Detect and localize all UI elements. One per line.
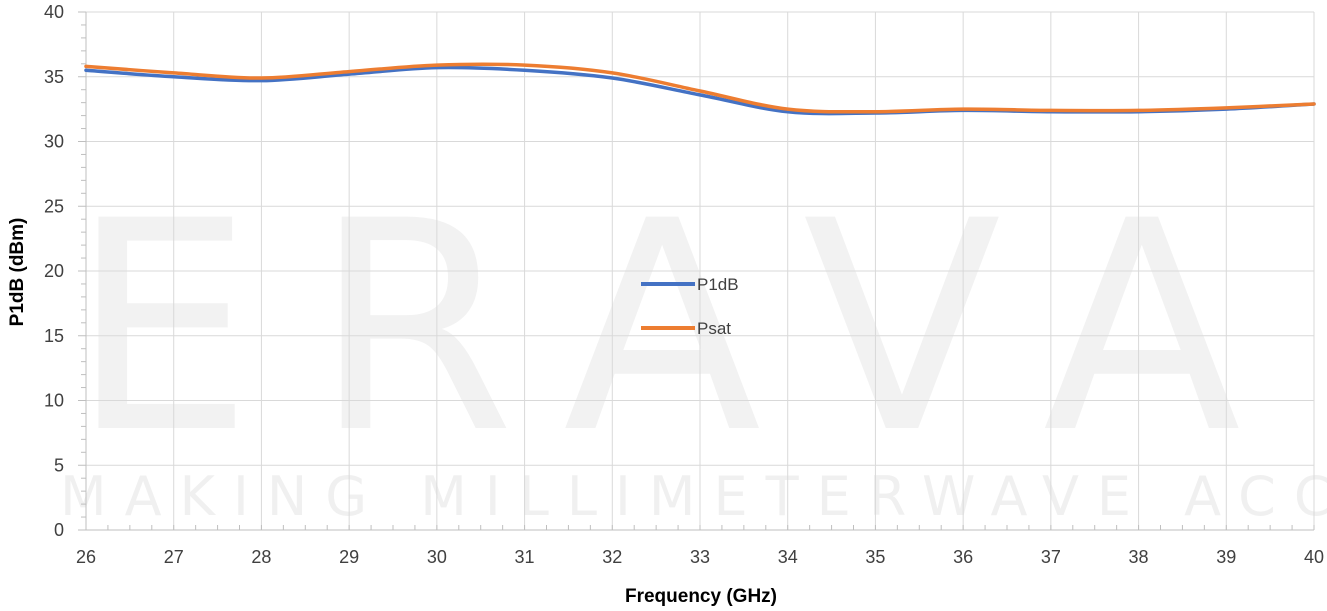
y-tick-label: 35: [44, 67, 64, 87]
x-tick-label: 26: [76, 547, 96, 567]
grid: [86, 11, 1315, 530]
x-tick-label: 37: [1041, 547, 1061, 567]
x-tick-label: 32: [602, 547, 622, 567]
legend-label-p1db: P1dB: [697, 275, 739, 294]
series-group: [84, 62, 1316, 116]
x-tick-label: 35: [865, 547, 885, 567]
y-tick-label: 0: [54, 520, 64, 540]
x-tick-label: 31: [515, 547, 535, 567]
x-tick-label: 30: [427, 547, 447, 567]
y-axis-title: P1dB (dBm): [7, 218, 28, 327]
y-tick-label: 30: [44, 132, 64, 152]
x-tick-label: 33: [690, 547, 710, 567]
y-tick-label: 5: [54, 455, 64, 475]
y-tick-label: 40: [44, 2, 64, 22]
y-tick-label: 20: [44, 261, 64, 281]
legend-label-psat: Psat: [697, 319, 731, 338]
x-tick-label: 40: [1304, 547, 1324, 567]
watermark-tagline: MAKING MILLIMETERWAVE ACCESSIB: [60, 465, 1327, 528]
watermark-main: ERAVANT: [70, 160, 1327, 497]
x-tick-label: 28: [251, 547, 271, 567]
axes: 0 5 10 15 20 25 30 35 40 26 27 28 29 30 31 32 33 34 35 36 37…: [44, 2, 1324, 567]
legend: P1dB Psat: [641, 275, 739, 338]
y-tick-label: 25: [44, 196, 64, 216]
x-tick-label: 27: [164, 547, 184, 567]
y-tick-label: 15: [44, 326, 64, 346]
x-tick-label: 38: [1129, 547, 1149, 567]
x-tick-label: 29: [339, 547, 359, 567]
y-tick-label: 10: [44, 391, 64, 411]
x-tick-label: 39: [1216, 547, 1236, 567]
series-line-psat: [84, 62, 1316, 114]
x-tick-label: 36: [953, 547, 973, 567]
x-axis-title: Frequency (GHz): [625, 586, 777, 607]
watermark: ERAVANT MAKING MILLIMETERWAVE ACCESSIB: [60, 160, 1327, 528]
x-tick-label: 34: [778, 547, 798, 567]
